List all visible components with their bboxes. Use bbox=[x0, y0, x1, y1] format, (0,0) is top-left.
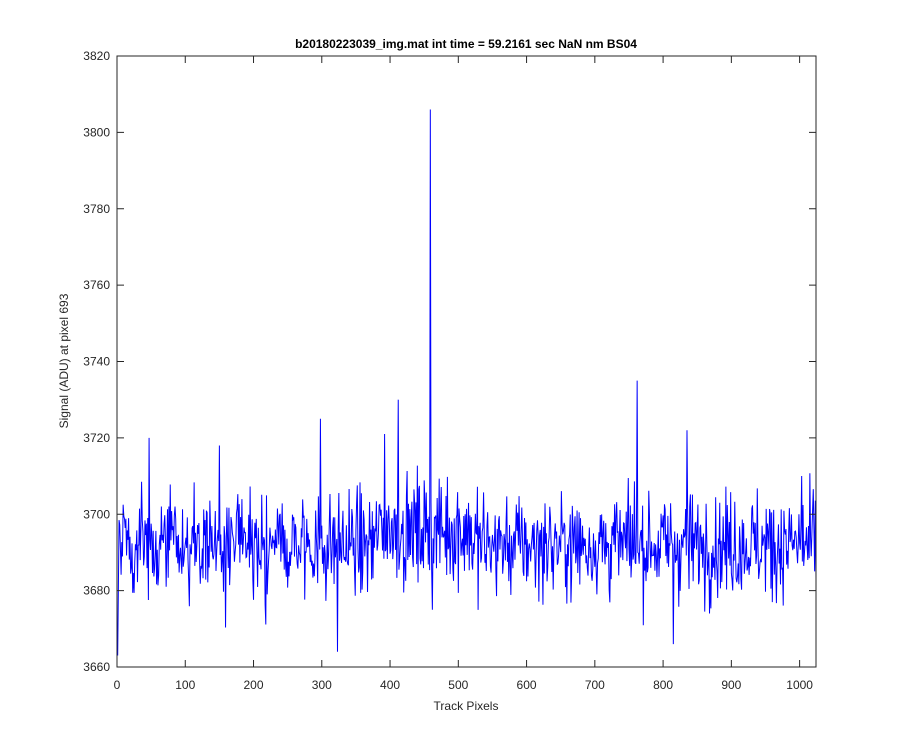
series-line bbox=[117, 109, 817, 656]
y-tick-label-4: 3740 bbox=[83, 355, 110, 369]
x-tick-label-5: 500 bbox=[448, 678, 468, 692]
y-tick-label-7: 3800 bbox=[83, 125, 110, 139]
x-tick-label-4: 400 bbox=[380, 678, 400, 692]
y-tick-label-3: 3720 bbox=[83, 431, 110, 445]
x-tick-label-10: 1000 bbox=[786, 678, 813, 692]
x-tick-label-7: 700 bbox=[585, 678, 605, 692]
y-axis-label: Signal (ADU) at pixel 693 bbox=[57, 293, 71, 428]
y-tick-label-6: 3780 bbox=[83, 202, 110, 216]
chart-title: b20180223039_img.mat int time = 59.2161 … bbox=[295, 37, 637, 51]
y-tick-label-8: 3820 bbox=[83, 49, 110, 63]
y-tick-label-1: 3680 bbox=[83, 584, 110, 598]
x-tick-label-2: 200 bbox=[244, 678, 264, 692]
y-tick-label-0: 3660 bbox=[83, 660, 110, 674]
tick-layer: 0 100 200 300 400 500 600 700 800 900 1000 3660 3680… bbox=[83, 49, 816, 692]
y-tick-label-2: 3700 bbox=[83, 507, 110, 521]
x-tick-label-9: 900 bbox=[721, 678, 741, 692]
x-tick-label-6: 600 bbox=[517, 678, 537, 692]
x-tick-label-8: 800 bbox=[653, 678, 673, 692]
series-layer bbox=[117, 109, 817, 656]
x-axis-label: Track Pixels bbox=[434, 699, 499, 713]
x-tick-label-3: 300 bbox=[312, 678, 332, 692]
x-tick-label-1: 100 bbox=[175, 678, 195, 692]
x-tick-label-0: 0 bbox=[114, 678, 121, 692]
y-tick-label-5: 3760 bbox=[83, 278, 110, 292]
